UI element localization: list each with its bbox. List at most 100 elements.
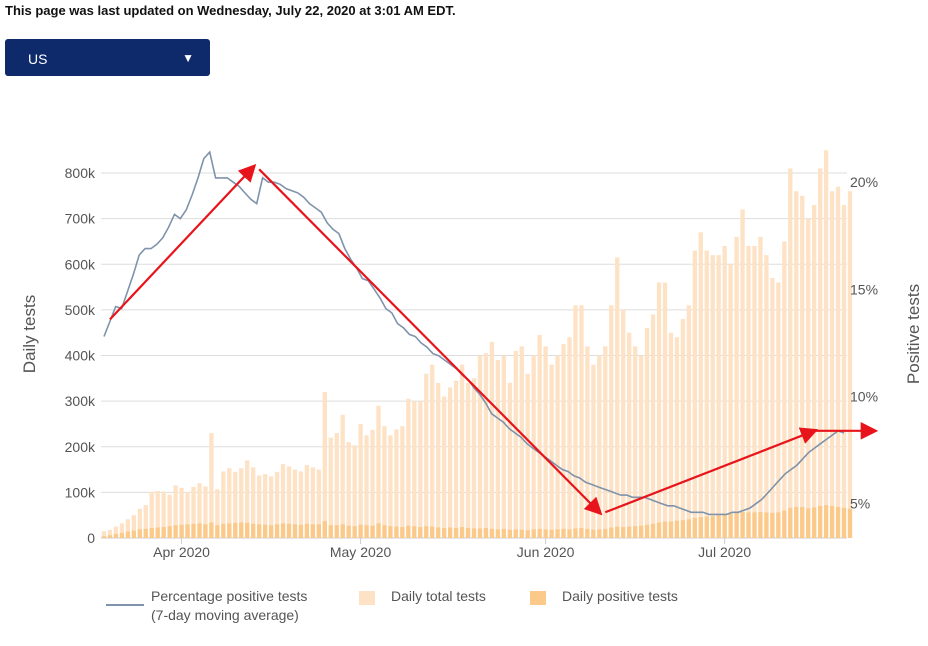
- bar-total-tests: [412, 401, 417, 538]
- bar-total-tests: [746, 246, 751, 538]
- bar-total-tests: [221, 471, 226, 538]
- bar-positive-tests: [603, 528, 608, 538]
- bar-positive-tests: [197, 523, 202, 538]
- bar-total-tests: [191, 486, 196, 538]
- bar-positive-tests: [591, 529, 596, 538]
- bar-positive-tests: [495, 529, 501, 538]
- bar-positive-tests: [203, 524, 208, 538]
- bar-total-tests: [692, 250, 697, 538]
- bar-positive-tests: [322, 521, 327, 538]
- bar-positive-tests: [561, 528, 566, 538]
- bar-total-tests: [650, 314, 656, 538]
- y-tick-label-left: 700k: [65, 211, 96, 227]
- bar-positive-tests: [137, 529, 142, 538]
- bar-positive-tests: [477, 528, 483, 538]
- bar-total-tests: [364, 435, 369, 538]
- bar-total-tests: [149, 491, 154, 538]
- bar-positive-tests: [447, 527, 453, 538]
- bar-positive-tests: [847, 508, 853, 538]
- bar-total-tests: [680, 319, 686, 538]
- bar-positive-tests: [388, 526, 393, 538]
- bar-total-tests: [847, 191, 853, 538]
- bar-positive-tests: [257, 524, 262, 538]
- bar-positive-tests: [262, 524, 268, 538]
- bar-total-tests: [447, 387, 453, 538]
- bar-positive-tests: [442, 527, 447, 538]
- y-tick-label-right: 20%: [850, 174, 878, 190]
- bar-positive-tests: [149, 527, 154, 538]
- y-tick-label-left: 300k: [65, 393, 96, 409]
- bar-positive-tests: [119, 532, 125, 538]
- bar-positive-tests: [101, 536, 107, 538]
- bar-total-tests: [334, 433, 339, 538]
- y-tick-label-left: 0: [87, 530, 95, 546]
- region-select[interactable]: US ▼: [5, 39, 210, 76]
- bar-total-tests: [316, 469, 321, 538]
- bar-positive-tests: [543, 529, 548, 538]
- bar-total-tests: [567, 337, 572, 538]
- bar-positive-tests: [686, 519, 691, 538]
- bar-total-tests: [621, 309, 626, 538]
- bar-total-tests: [245, 460, 250, 538]
- bar-total-tests: [740, 209, 745, 538]
- x-tick-label: Jun 2020: [517, 544, 575, 560]
- x-tick-label: Jul 2020: [698, 544, 751, 560]
- bar-positive-tests: [740, 511, 745, 538]
- bar-positive-tests: [430, 526, 435, 538]
- bar-total-tests: [400, 426, 405, 538]
- y-tick-label-left: 200k: [65, 439, 96, 455]
- bar-positive-tests: [436, 527, 441, 538]
- bar-total-tests: [627, 332, 632, 538]
- bar-positive-tests: [233, 522, 238, 538]
- bar-total-tests: [835, 186, 841, 538]
- bar-positive-tests: [835, 506, 841, 538]
- bar-positive-tests: [823, 505, 829, 538]
- bar-total-tests: [561, 344, 566, 538]
- bar-positive-tests: [585, 528, 590, 538]
- bar-positive-tests: [400, 527, 405, 538]
- legend-item-positive-rate[interactable]: Percentage positive tests (7-day moving …: [151, 588, 307, 623]
- bar-positive-tests: [597, 529, 602, 538]
- legend-item-positive-tests[interactable]: Daily positive tests: [562, 588, 678, 604]
- bar-positive-tests: [692, 517, 697, 538]
- bar-positive-tests: [143, 528, 148, 538]
- bar-total-tests: [119, 523, 125, 538]
- bar-total-tests: [662, 282, 668, 538]
- bar-positive-tests: [794, 506, 799, 538]
- bar-total-tests: [215, 489, 220, 538]
- bar-total-tests: [513, 350, 518, 538]
- bar-total-tests: [734, 236, 739, 538]
- bar-positive-tests: [537, 528, 542, 538]
- bar-positive-tests: [131, 530, 136, 538]
- bar-positive-tests: [364, 525, 369, 538]
- bar-total-tests: [597, 355, 602, 538]
- bar-total-tests: [764, 255, 769, 538]
- bar-positive-tests: [465, 527, 471, 538]
- y-axis-label-right: Positive tests: [904, 284, 923, 384]
- legend-item-total-tests[interactable]: Daily total tests: [391, 588, 486, 604]
- bar-total-tests: [710, 255, 715, 538]
- bar-total-tests: [322, 392, 327, 538]
- bar-total-tests: [579, 305, 584, 538]
- y-tick-label-left: 100k: [65, 484, 96, 500]
- bar-total-tests: [406, 398, 411, 538]
- bar-total-tests: [507, 382, 512, 538]
- bar-total-tests: [644, 328, 650, 538]
- bar-positive-tests: [394, 526, 399, 538]
- bar-positive-tests: [609, 527, 614, 538]
- bar-positive-tests: [698, 517, 703, 538]
- bar-total-tests: [179, 487, 184, 538]
- bar-total-tests: [436, 382, 441, 538]
- bar-positive-tests: [710, 516, 715, 538]
- bar-total-tests: [346, 442, 351, 538]
- bar-total-tests: [477, 355, 483, 538]
- bar-total-tests: [262, 474, 268, 538]
- bar-positive-tests: [650, 523, 656, 538]
- bar-positive-tests: [334, 525, 339, 538]
- bar-total-tests: [806, 218, 811, 538]
- bar-total-tests: [268, 476, 274, 538]
- bar-positive-tests: [567, 529, 572, 538]
- bar-positive-tests: [471, 528, 477, 538]
- bar-total-tests: [352, 445, 357, 538]
- bar-positive-tests: [239, 522, 244, 538]
